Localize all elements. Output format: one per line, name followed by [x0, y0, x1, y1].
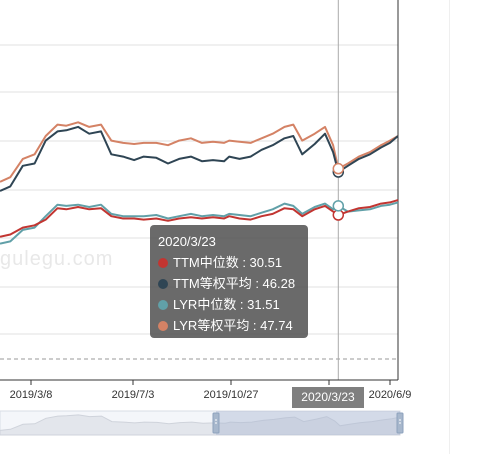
x-tick-label: 2020/6/9: [369, 389, 412, 401]
zoom-selected-range: [216, 411, 400, 435]
tooltip: 2020/3/23 TTM中位数 : 30.51 TTM等权平均 : 46.28…: [150, 225, 308, 338]
tooltip-row-text: TTM中位数 : 30.51: [173, 255, 283, 270]
series-color-dot: [158, 299, 168, 310]
x-tick-label: 2019/7/3: [112, 389, 155, 401]
axis-pointer-marker: [332, 162, 345, 175]
axis-pointer-marker: [332, 200, 345, 212]
x-tick-label: 2019/3/8: [10, 389, 53, 401]
axis-pointer-label: 2020/3/23: [292, 387, 364, 408]
tooltip-row-text: LYR等权平均 : 47.74: [173, 318, 293, 333]
series-color-dot: [158, 257, 168, 268]
axis-pointer: [332, 0, 345, 380]
series-line-3: [0, 121, 399, 183]
series-color-dot: [158, 320, 168, 331]
tooltip-row-ttm-equal-weight: TTM等权平均 : 46.28: [158, 273, 300, 294]
tooltip-row-text: LYR中位数 : 31.51: [173, 297, 280, 312]
series-color-dot: [158, 278, 168, 289]
tooltip-row-text: TTM等权平均 : 46.28: [173, 276, 296, 291]
data-zoom-slider[interactable]: [0, 410, 404, 436]
tooltip-row-ttm-median: TTM中位数 : 30.51: [158, 252, 300, 273]
zoom-preview-area: [0, 414, 401, 436]
tooltip-row-lyr-median: LYR中位数 : 31.51: [158, 294, 300, 315]
divider: [449, 0, 450, 454]
x-tick-label: 2019/10/27: [203, 389, 258, 401]
tooltip-row-lyr-equal-weight: LYR等权平均 : 47.74: [158, 315, 300, 336]
tooltip-title: 2020/3/23: [158, 234, 216, 249]
watermark: gulegu.com: [0, 248, 114, 270]
